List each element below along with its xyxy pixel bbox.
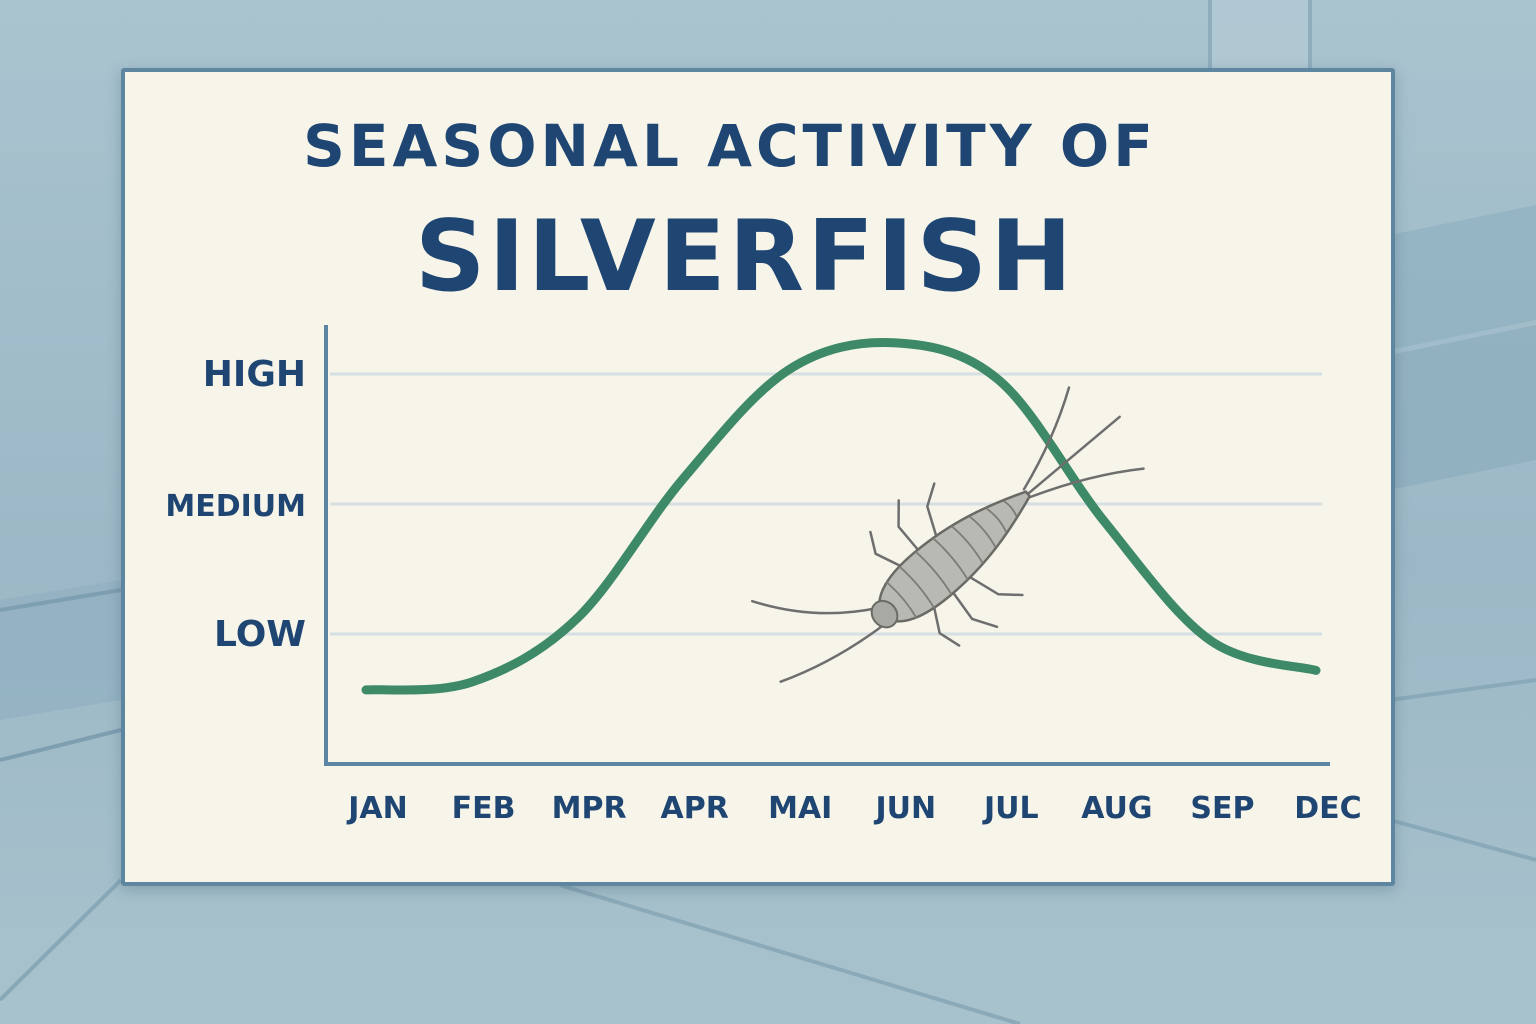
chart-title: SEASONAL ACTIVITY OF SILVERFISH (0, 0, 1536, 320)
x-tick-label: SEP (1190, 791, 1254, 826)
silverfish-icon (750, 386, 1145, 683)
x-tick-label: MAI (768, 791, 832, 826)
x-tick-labels: JAN FEB MPR APR MAI JUN JUL AUG SEP DEC (346, 791, 1361, 826)
y-tick-label: MEDIUM (165, 489, 306, 524)
x-tick-label: APR (661, 791, 729, 826)
y-tick-label: LOW (214, 614, 306, 655)
x-tick-label: JUN (873, 791, 936, 826)
chart-card (121, 68, 1395, 886)
x-tick-label: DEC (1294, 791, 1361, 826)
x-tick-label: JUL (982, 791, 1039, 826)
grid-lines (330, 372, 1322, 636)
y-tick-labels: LOW MEDIUM HIGH (165, 354, 306, 655)
title-line-2: SILVERFISH (414, 200, 1076, 314)
x-tick-label: JAN (346, 791, 408, 826)
y-tick-label: HIGH (203, 354, 306, 395)
x-tick-label: AUG (1081, 791, 1152, 826)
data-points (362, 339, 1320, 694)
x-tick-label: MPR (552, 791, 627, 826)
title-line-1: SEASONAL ACTIVITY OF (303, 112, 1157, 180)
series-line (361, 338, 1321, 695)
x-tick-label: FEB (452, 791, 516, 826)
